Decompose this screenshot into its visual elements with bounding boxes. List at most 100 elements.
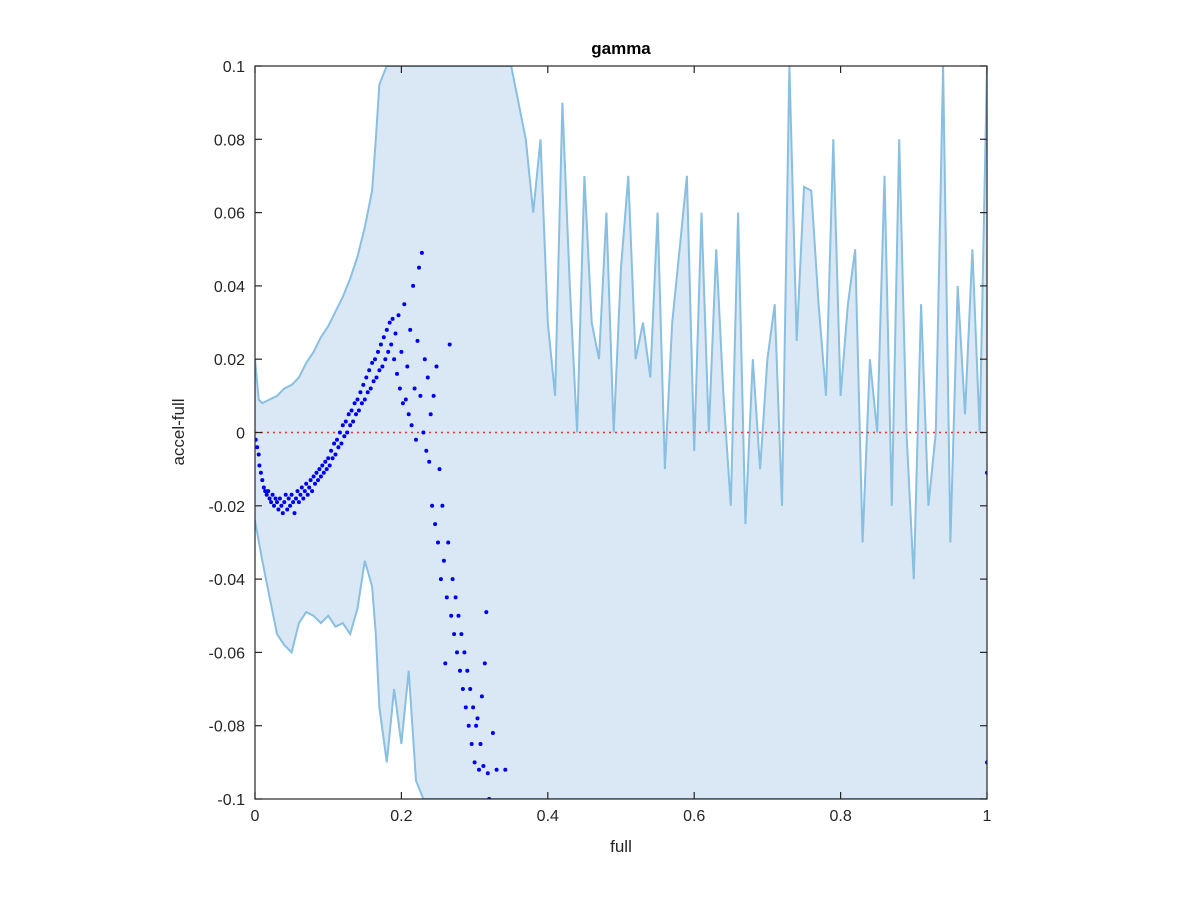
data-point (412, 386, 417, 391)
x-axis-label: full (610, 837, 632, 856)
data-point (472, 760, 477, 765)
confidence-band-lower-line (255, 520, 987, 799)
data-point (337, 430, 342, 435)
data-point (329, 448, 334, 453)
data-point (292, 511, 297, 516)
data-point (295, 489, 300, 494)
data-point (450, 577, 455, 582)
data-point (384, 327, 389, 332)
data-point (336, 445, 341, 450)
data-point (477, 767, 481, 772)
data-point (356, 408, 361, 413)
data-point (311, 474, 316, 479)
data-point (425, 375, 430, 380)
data-point (355, 397, 360, 402)
data-point (434, 364, 439, 369)
data-point (288, 503, 293, 508)
data-point (365, 390, 370, 395)
data-point (421, 430, 426, 435)
data-point (373, 357, 377, 362)
data-point (446, 540, 451, 545)
data-point (458, 668, 462, 673)
data-point (368, 386, 373, 391)
data-point (298, 492, 303, 497)
y-tick-label: -0.04 (209, 572, 246, 589)
y-tick-label: 0.04 (214, 279, 245, 296)
data-point (351, 419, 356, 424)
data-point (342, 434, 347, 439)
y-axis-label: accel-full (169, 398, 188, 465)
data-point (286, 496, 291, 501)
data-point (255, 437, 258, 442)
chart-title: gamma (591, 39, 651, 58)
data-point (481, 764, 486, 768)
data-point (418, 393, 423, 398)
data-point (485, 771, 490, 776)
data-point (452, 632, 457, 637)
data-point (475, 716, 480, 721)
data-point (277, 496, 282, 501)
data-point (256, 452, 261, 457)
data-point (400, 401, 405, 406)
data-point (294, 496, 298, 501)
x-tick-label: 0 (251, 808, 260, 825)
y-tick-label: 0.06 (214, 206, 245, 223)
data-point (279, 503, 284, 508)
data-point (453, 595, 458, 600)
data-point (261, 485, 266, 490)
data-point (399, 349, 404, 354)
data-point (411, 283, 416, 288)
data-point (431, 393, 436, 398)
data-point (305, 492, 310, 497)
data-point (422, 357, 427, 362)
data-point (447, 342, 452, 347)
data-point (324, 467, 329, 472)
data-point (348, 423, 353, 428)
data-point (428, 412, 433, 417)
data-point (264, 492, 269, 497)
y-tick-label: 0.1 (223, 59, 245, 76)
data-point (405, 364, 410, 369)
data-point (345, 430, 350, 435)
data-point (494, 767, 499, 772)
data-point (386, 349, 391, 354)
data-point (376, 349, 380, 354)
data-point (474, 723, 479, 728)
y-axis-ticks: -0.1 -0.08 -0.06 -0.04 -0.02 0 0.02 0.04 0.06 0.0… (209, 59, 987, 809)
data-point (333, 452, 338, 457)
data-point (273, 496, 278, 501)
data-point (443, 661, 448, 666)
data-point (352, 401, 357, 406)
data-point (409, 423, 414, 428)
data-point (503, 767, 508, 772)
data-point (308, 478, 313, 483)
y-tick-label: -0.1 (217, 792, 245, 809)
x-tick-label: 0.4 (537, 808, 559, 825)
data-point (270, 492, 275, 497)
data-point (383, 357, 388, 362)
y-tick-label: 0.02 (214, 352, 245, 369)
data-point (460, 687, 465, 691)
data-point (299, 485, 304, 490)
data-point (478, 742, 483, 746)
data-point (301, 496, 306, 501)
data-point (307, 485, 312, 490)
data-point (444, 595, 449, 600)
y-tick-label: 0 (236, 426, 245, 443)
data-point (317, 467, 322, 472)
data-point (414, 437, 418, 442)
data-point (364, 375, 369, 380)
data-point (326, 456, 331, 461)
data-point (267, 496, 272, 501)
data-point (323, 459, 328, 464)
y-tick-label: -0.08 (209, 719, 246, 736)
data-point (424, 448, 429, 453)
data-point (282, 500, 287, 505)
data-point (389, 342, 394, 347)
data-point (361, 382, 366, 387)
y-tick-label: -0.06 (209, 645, 246, 662)
data-point (354, 412, 358, 417)
data-point (371, 379, 376, 384)
data-point (406, 412, 411, 417)
